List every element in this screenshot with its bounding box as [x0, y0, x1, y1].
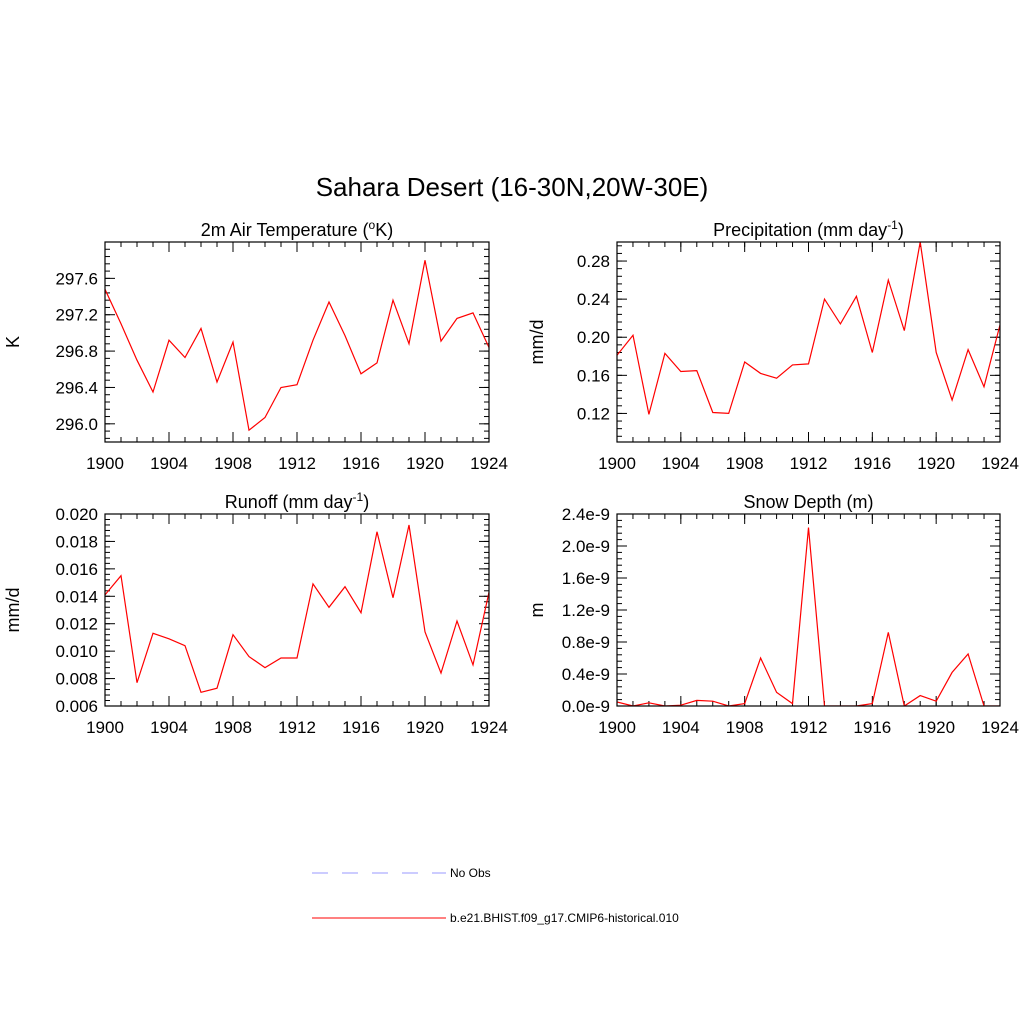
y-tick-label: 1.6e-9 [562, 569, 610, 588]
y-tick-label: 0.008 [55, 670, 98, 689]
x-tick-label: 1912 [278, 718, 316, 737]
y-tick-label: 0.016 [55, 560, 98, 579]
plot-frame [104, 513, 490, 707]
panel-title-runoff: Runoff (mm day-1) [225, 490, 369, 512]
y-tick-label: 0.012 [55, 615, 98, 634]
legend-label-no-obs: No Obs [450, 866, 491, 880]
y-tick-label: 0.018 [55, 532, 98, 551]
plot-frame [616, 513, 1001, 707]
x-tick-label: 1908 [726, 454, 764, 473]
x-tick-label: 1904 [150, 718, 188, 737]
y-tick-label: 0.020 [55, 505, 98, 524]
main-title: Sahara Desert (16-30N,20W-30E) [316, 172, 709, 202]
y-tick-label: 297.6 [55, 269, 98, 288]
y-tick-label: 296.0 [55, 415, 98, 434]
panel-runoff: 1900 1904 1908 1912 1916 1920 1924 0.006 0.008 0.… [3, 490, 508, 737]
x-tick-label: 1920 [406, 718, 444, 737]
x-tick-label: 1904 [662, 718, 700, 737]
x-tick-label: 1912 [278, 454, 316, 473]
y-tick-label: 1.2e-9 [562, 601, 610, 620]
x-tick-label: 1900 [598, 718, 636, 737]
plot-frame [616, 241, 1001, 443]
y-tick-label: 296.8 [55, 342, 98, 361]
x-tick-label: 1908 [214, 454, 252, 473]
y-axis-label-runoff: mm/d [3, 588, 23, 633]
series-line-precipitation [617, 242, 1000, 415]
panel-snow-depth: 1900 1904 1908 1912 1916 1920 1924 0.0e-9 0.4e-9… [527, 492, 1019, 737]
x-tick-label: 1908 [214, 718, 252, 737]
panel-precipitation: 1900 1904 1908 1912 1916 1920 1924 0.12 0.16 0.20… [527, 218, 1019, 473]
y-axis-label-air-temperature: K [3, 336, 23, 348]
x-tick-label: 1920 [917, 454, 955, 473]
x-tick-label: 1912 [790, 718, 828, 737]
x-tick-label: 1924 [470, 718, 508, 737]
plot-frame [104, 241, 490, 443]
y-tick-label: 0.24 [577, 290, 610, 309]
panel-title-precipitation: Precipitation (mm day-1) [713, 218, 904, 240]
y-tick-label: 2.4e-9 [562, 505, 610, 524]
x-tick-label: 1920 [917, 718, 955, 737]
y-tick-label: 297.2 [55, 306, 98, 325]
x-tick-label: 1912 [790, 454, 828, 473]
panel-title-snow-depth: Snow Depth (m) [743, 492, 873, 512]
x-tick-label: 1900 [86, 454, 124, 473]
y-tick-label: 0.014 [55, 587, 98, 606]
panel-title-air-temperature: 2m Air Temperature (oK) [201, 218, 393, 240]
x-tick-label: 1916 [342, 454, 380, 473]
x-tick-label: 1908 [726, 718, 764, 737]
y-tick-label: 296.4 [55, 378, 98, 397]
y-tick-label: 0.006 [55, 697, 98, 716]
y-axis-label-precipitation: mm/d [527, 320, 547, 365]
y-tick-label: 0.28 [577, 252, 610, 271]
x-tick-label: 1916 [342, 718, 380, 737]
panels: 1900 1904 1908 1912 1916 1920 1924 296.0 296.4 29… [3, 218, 1019, 737]
x-tick-label: 1904 [150, 454, 188, 473]
y-tick-label: 0.12 [577, 404, 610, 423]
series-line-runoff [105, 524, 489, 694]
series-line-snow-depth [617, 527, 1000, 706]
x-tick-label: 1904 [662, 454, 700, 473]
panel-air-temperature: 1900 1904 1908 1912 1916 1920 1924 296.0 296.4 29… [3, 218, 508, 473]
y-tick-label: 0.16 [577, 366, 610, 385]
y-tick-label: 2.0e-9 [562, 537, 610, 556]
x-tick-label: 1916 [853, 718, 891, 737]
x-tick-label: 1900 [598, 454, 636, 473]
y-tick-label: 0.4e-9 [562, 665, 610, 684]
y-tick-label: 0.0e-9 [562, 697, 610, 716]
series-line-air-temperature [105, 260, 489, 432]
x-tick-label: 1924 [470, 454, 508, 473]
y-tick-label: 0.010 [55, 642, 98, 661]
y-tick-label: 0.20 [577, 328, 610, 347]
x-tick-label: 1924 [981, 718, 1019, 737]
x-tick-label: 1924 [981, 454, 1019, 473]
legend: No Obs b.e21.BHIST.f09_g17.CMIP6-histori… [312, 866, 679, 925]
x-tick-label: 1920 [406, 454, 444, 473]
x-tick-label: 1916 [853, 454, 891, 473]
y-tick-label: 0.8e-9 [562, 633, 610, 652]
legend-label-model: b.e21.BHIST.f09_g17.CMIP6-historical.010 [450, 911, 679, 925]
y-axis-label-snow-depth: m [527, 603, 547, 618]
x-tick-label: 1900 [86, 718, 124, 737]
